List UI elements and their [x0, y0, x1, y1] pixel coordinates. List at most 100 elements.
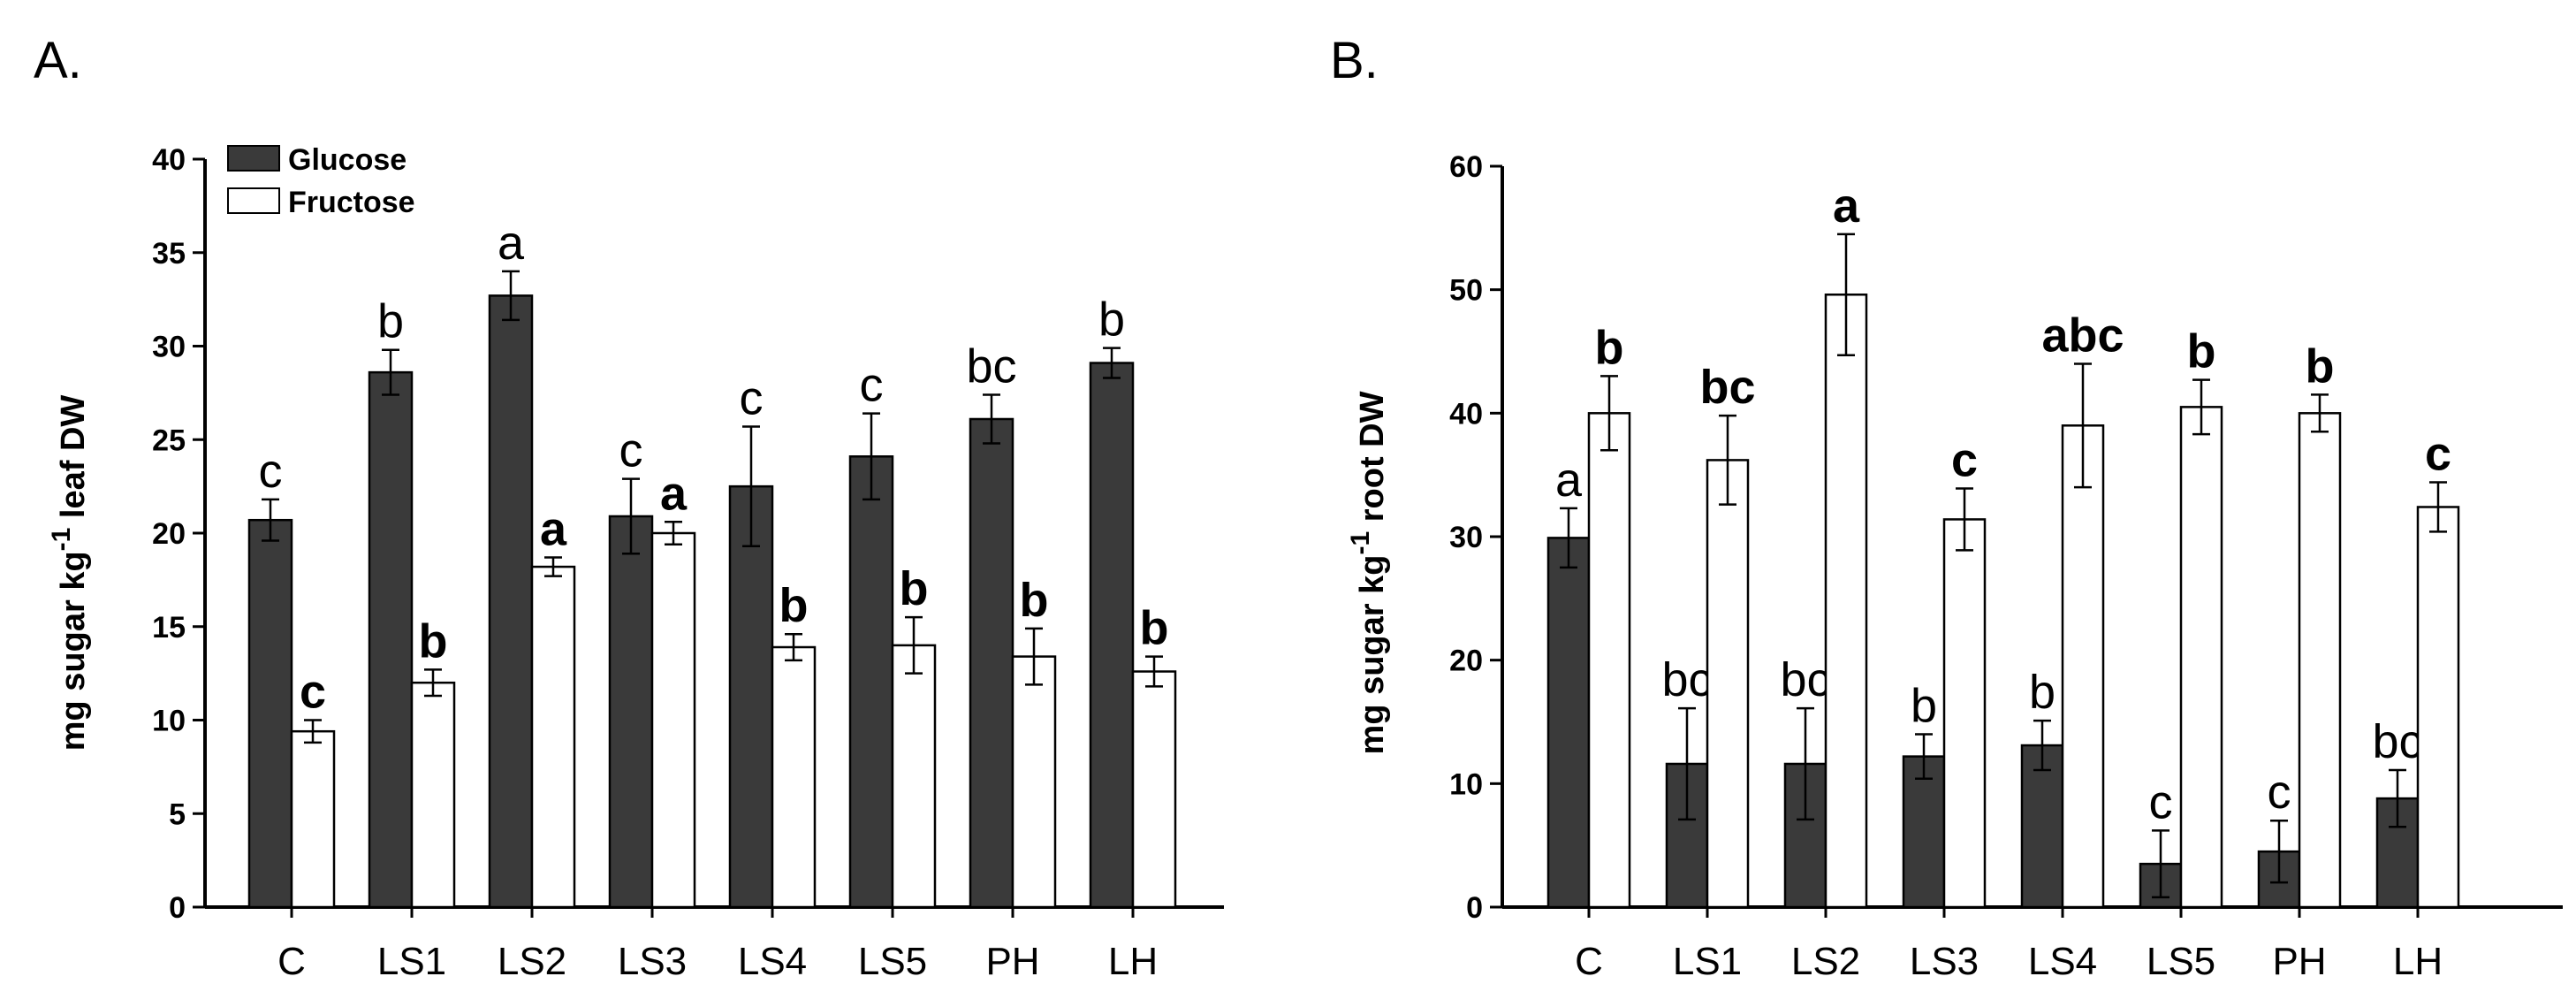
panel-b-y-tick-label: 10	[1449, 767, 1483, 801]
panel-a-bar-glucose	[848, 455, 894, 909]
legend-swatch-fructose	[227, 187, 280, 214]
panel-a-y-axis-label-sup: -1	[47, 528, 76, 552]
panel-b-y-tick-label: 50	[1449, 274, 1483, 308]
panel-a-bar-fructose	[771, 645, 817, 909]
panel-a-x-tick-label: PH	[985, 940, 1039, 983]
panel-a-significance-label-glucose: bc	[966, 339, 1016, 393]
panel-a-y-tick-label: 20	[152, 517, 186, 551]
panel-b-significance-label-fructose: abc	[2041, 309, 2124, 362]
panel-a-bar-glucose	[247, 518, 293, 909]
panel-a-bar-glucose	[368, 370, 414, 909]
panel-b-x-tick-label: LS1	[1673, 940, 1742, 983]
panel-a-y-tick-label: 5	[169, 797, 186, 831]
panel-a-significance-label-glucose: c	[740, 371, 764, 424]
panel-b-y-axis-label-tail: root DW	[1354, 391, 1391, 530]
panel-b-significance-label-fructose: b	[1595, 321, 1624, 374]
panel-b-y-tick-label: 30	[1449, 521, 1483, 554]
panel-a-significance-label-fructose: a	[540, 502, 567, 555]
panel-b-y-axis-label-main: mg sugar kg	[1354, 555, 1391, 755]
panel-b-bar-fructose	[2416, 506, 2460, 909]
panel-b-x-tick-label: C	[1575, 940, 1603, 983]
panel-a-x-tick-label: C	[277, 940, 306, 983]
panel-b-significance-label-glucose: b	[2029, 666, 2055, 719]
panel-b: B. mg sugar kg-1 root DW 0 10 20 30 40 50 60 C L…	[1330, 32, 2563, 983]
panel-b-significance-label-fructose: b	[2306, 339, 2335, 393]
panel-a-significance-label-fructose: b	[1140, 602, 1169, 655]
panel-b-significance-label-glucose: a	[1555, 454, 1583, 507]
panel-a-legend: Glucose Fructose	[227, 143, 415, 219]
panel-a-y-tick-label: 15	[152, 611, 186, 645]
panel-a-significance-label-glucose: c	[860, 359, 884, 412]
panel-a: A. mg sugar kg-1 leaf DW 0 5 10 15 20 25 30 35 4…	[34, 32, 1224, 983]
panel-a-significance-label-glucose: b	[377, 295, 404, 348]
panel-a-y-tick-label: 0	[169, 891, 186, 925]
panel-a-y-tick-label: 10	[152, 705, 186, 738]
panel-a-x-tick-label: LS3	[618, 940, 687, 983]
panel-a-y-tick-label: 30	[152, 331, 186, 364]
panel-a-label: A.	[34, 32, 82, 89]
panel-b-x-tick-label: LS3	[1910, 940, 1979, 983]
panel-a-significance-label-fructose: b	[900, 562, 929, 615]
panel-a-significance-label-glucose: a	[498, 217, 525, 270]
panel-a-x-tick-label: LS5	[858, 940, 927, 983]
panel-b-x-tick-label: LH	[2393, 940, 2443, 983]
panel-b-bar-fructose	[2179, 406, 2223, 909]
legend-swatch-glucose	[227, 145, 280, 172]
panel-a-significance-label-fructose: c	[300, 666, 326, 719]
panel-b-y-axis-label: mg sugar kg-1 root DW	[1346, 391, 1391, 754]
panel-a-significance-label-fructose: b	[779, 579, 809, 632]
panel-a-significance-label-glucose: c	[619, 424, 643, 477]
panel-b-x-tick-label: LS2	[1791, 940, 1860, 983]
panel-a-bar-fructose	[290, 729, 336, 909]
panel-a-bar-glucose	[1089, 362, 1135, 909]
panel-b-bar-fructose	[2298, 412, 2342, 909]
panel-a-y-tick-label: 25	[152, 423, 186, 457]
panel-a-bar-fructose	[891, 644, 937, 909]
panel-a-significance-label-fructose: b	[1020, 574, 1049, 627]
panel-b-y-tick-label: 40	[1449, 397, 1483, 431]
panel-a-bar-glucose	[969, 417, 1014, 909]
legend-label-fructose: Fructose	[288, 186, 415, 219]
panel-b-significance-label-fructose: b	[2187, 325, 2216, 378]
panel-a-y-tick-label: 40	[152, 143, 186, 177]
panel-b-significance-label-fructose: c	[1951, 434, 1978, 487]
panel-b-y-tick-label: 20	[1449, 645, 1483, 678]
panel-a-bar-fructose	[1131, 670, 1177, 909]
panel-b-x-tick-label: LS4	[2028, 940, 2097, 983]
panel-a-significance-label-glucose: c	[259, 445, 283, 498]
panel-b-significance-label-fructose: bc	[1699, 361, 1755, 414]
panel-b-bar-glucose	[1546, 537, 1591, 909]
panel-a-y-axis-label-tail: leaf DW	[55, 395, 92, 528]
panel-b-significance-label-fructose: a	[1833, 179, 1860, 233]
panel-a-significance-label-fructose: a	[660, 467, 688, 520]
panel-a-bar-glucose	[608, 515, 654, 909]
panel-b-significance-label-glucose: c	[2268, 766, 2291, 819]
panel-b-x-tick-label: LS5	[2147, 940, 2215, 983]
panel-a-bar-fructose	[530, 565, 576, 909]
panel-a-x-tick-label: LS4	[738, 940, 807, 983]
panel-a-y-axis-label-main: mg sugar kg	[55, 551, 92, 751]
panel-a-y-axis-label: mg sugar kg-1 leaf DW	[47, 395, 92, 751]
panel-b-axes: 0 10 20 30 40 50 60 C LS1 LS2 LS3 LS4 LS5 PH LH	[1449, 150, 2563, 983]
panel-b-y-tick-label: 60	[1449, 150, 1483, 184]
panel-b-bar-fructose	[2061, 424, 2105, 909]
panel-b-y-axis-label-sup: -1	[1346, 531, 1375, 555]
panel-b-significance-label-glucose: c	[2149, 775, 2173, 828]
panel-b-label: B.	[1330, 32, 1379, 89]
panel-a-bar-fructose	[410, 681, 456, 909]
panel-b-significance-label-glucose: bc	[2372, 715, 2422, 768]
panel-a-bar-glucose	[488, 294, 534, 909]
panel-b-significance-label-fructose: c	[2425, 428, 2451, 481]
panel-a-y-tick-label: 35	[152, 237, 186, 271]
panel-a-bar-fructose	[650, 531, 696, 909]
panel-a-significance-label-fructose: b	[419, 614, 448, 668]
panel-b-bar-fructose	[1706, 459, 1750, 909]
panel-a-x-tick-label: LH	[1108, 940, 1158, 983]
panel-a-x-tick-label: LS2	[498, 940, 566, 983]
panel-b-x-tick-label: PH	[2272, 940, 2326, 983]
legend-label-glucose: Glucose	[288, 143, 407, 177]
panel-b-significance-label-glucose: bc	[1661, 653, 1712, 706]
